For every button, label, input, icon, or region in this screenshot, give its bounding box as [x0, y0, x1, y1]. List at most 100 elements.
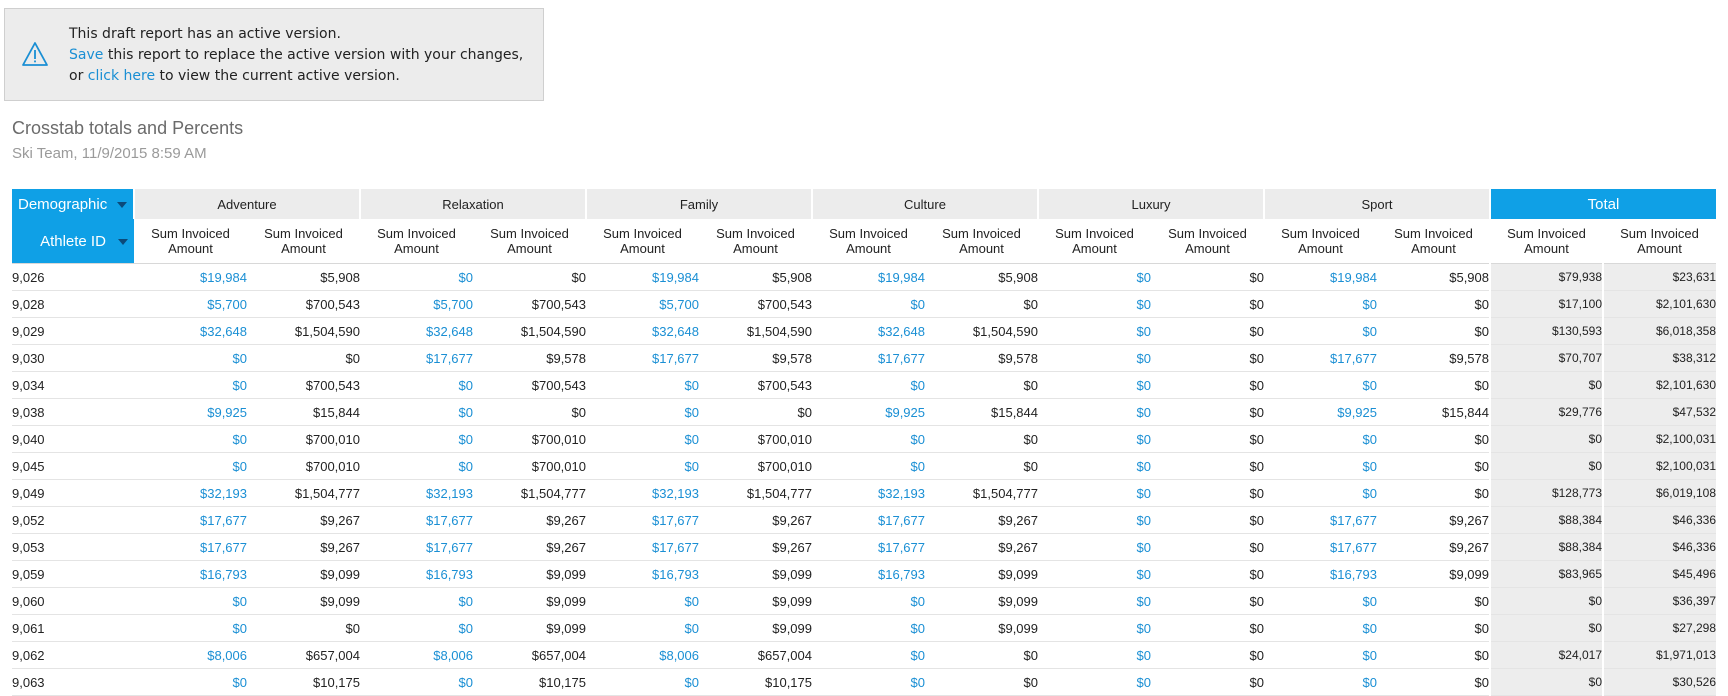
- value-link-cell[interactable]: $0: [1264, 641, 1377, 669]
- value-link-cell[interactable]: $0: [134, 587, 247, 615]
- value-link-cell[interactable]: $0: [1038, 614, 1151, 642]
- value-link-cell[interactable]: $0: [1038, 506, 1151, 534]
- value-link-cell[interactable]: $16,793: [360, 560, 473, 588]
- value-link-cell[interactable]: $17,677: [1264, 506, 1377, 534]
- value-link-cell[interactable]: $0: [1038, 452, 1151, 480]
- value-link-cell[interactable]: $0: [1264, 290, 1377, 318]
- value-link-cell[interactable]: $0: [1038, 560, 1151, 588]
- value-link-cell[interactable]: $0: [360, 371, 473, 399]
- value-link-cell[interactable]: $32,648: [134, 317, 247, 345]
- value-link-cell[interactable]: $0: [812, 425, 925, 453]
- value-link-cell[interactable]: $17,677: [1264, 533, 1377, 561]
- value-link-cell[interactable]: $0: [586, 425, 699, 453]
- value-link-cell[interactable]: $19,984: [812, 263, 925, 291]
- value-link-cell[interactable]: $32,648: [586, 317, 699, 345]
- value-link-cell[interactable]: $0: [1264, 668, 1377, 696]
- athlete-id-dimension-header[interactable]: Athlete ID: [12, 219, 134, 264]
- value-link-cell[interactable]: $17,677: [812, 506, 925, 534]
- value-link-cell[interactable]: $17,677: [360, 506, 473, 534]
- value-link-cell[interactable]: $0: [1038, 263, 1151, 291]
- value-link-cell[interactable]: $32,193: [586, 479, 699, 507]
- value-link-cell[interactable]: $0: [1038, 587, 1151, 615]
- value-link-cell[interactable]: $0: [360, 425, 473, 453]
- value-link-cell[interactable]: $0: [812, 452, 925, 480]
- value-link-cell[interactable]: $0: [586, 398, 699, 426]
- value-link-cell[interactable]: $9,925: [812, 398, 925, 426]
- value-link-cell[interactable]: $0: [1038, 371, 1151, 399]
- value-link-cell[interactable]: $17,677: [134, 533, 247, 561]
- value-link-cell[interactable]: $0: [134, 371, 247, 399]
- value-link-cell[interactable]: $0: [134, 452, 247, 480]
- value-link-cell[interactable]: $9,925: [134, 398, 247, 426]
- save-link[interactable]: Save: [69, 47, 104, 63]
- value-link-cell[interactable]: $0: [1264, 614, 1377, 642]
- value-link-cell[interactable]: $0: [360, 587, 473, 615]
- value-link-cell[interactable]: $0: [1264, 587, 1377, 615]
- value-link-cell[interactable]: $0: [360, 263, 473, 291]
- value-link-cell[interactable]: $0: [812, 668, 925, 696]
- value-link-cell[interactable]: $0: [1038, 317, 1151, 345]
- value-link-cell[interactable]: $5,700: [360, 290, 473, 318]
- value-link-cell[interactable]: $0: [812, 371, 925, 399]
- value-link-cell[interactable]: $32,193: [134, 479, 247, 507]
- value-link-cell[interactable]: $19,984: [134, 263, 247, 291]
- chevron-down-icon[interactable]: [118, 239, 128, 245]
- value-link-cell[interactable]: $0: [1038, 641, 1151, 669]
- value-link-cell[interactable]: $0: [586, 587, 699, 615]
- value-link-cell[interactable]: $0: [1264, 425, 1377, 453]
- value-link-cell[interactable]: $0: [586, 614, 699, 642]
- value-link-cell[interactable]: $32,648: [360, 317, 473, 345]
- value-link-cell[interactable]: $32,648: [812, 317, 925, 345]
- chevron-down-icon[interactable]: [117, 202, 127, 208]
- value-link-cell[interactable]: $0: [1038, 479, 1151, 507]
- value-link-cell[interactable]: $0: [360, 668, 473, 696]
- value-link-cell[interactable]: $0: [360, 452, 473, 480]
- value-link-cell[interactable]: $0: [1038, 668, 1151, 696]
- value-link-cell[interactable]: $16,793: [1264, 560, 1377, 588]
- value-link-cell[interactable]: $32,193: [360, 479, 473, 507]
- value-link-cell[interactable]: $0: [134, 425, 247, 453]
- value-link-cell[interactable]: $8,006: [360, 641, 473, 669]
- value-link-cell[interactable]: $17,677: [360, 533, 473, 561]
- value-link-cell[interactable]: $17,677: [586, 344, 699, 372]
- value-link-cell[interactable]: $0: [360, 614, 473, 642]
- value-link-cell[interactable]: $0: [134, 344, 247, 372]
- value-link-cell[interactable]: $0: [812, 290, 925, 318]
- value-link-cell[interactable]: $0: [1038, 398, 1151, 426]
- value-link-cell[interactable]: $16,793: [134, 560, 247, 588]
- value-link-cell[interactable]: $8,006: [586, 641, 699, 669]
- click-here-link[interactable]: click here: [87, 68, 156, 84]
- value-link-cell[interactable]: $19,984: [1264, 263, 1377, 291]
- value-link-cell[interactable]: $17,677: [586, 506, 699, 534]
- value-link-cell[interactable]: $0: [134, 668, 247, 696]
- demographic-dimension-header[interactable]: Demographic: [12, 189, 135, 219]
- value-link-cell[interactable]: $0: [1038, 344, 1151, 372]
- value-link-cell[interactable]: $5,700: [586, 290, 699, 318]
- value-link-cell[interactable]: $17,677: [586, 533, 699, 561]
- value-link-cell[interactable]: $0: [812, 641, 925, 669]
- value-link-cell[interactable]: $0: [586, 371, 699, 399]
- value-link-cell[interactable]: $16,793: [812, 560, 925, 588]
- value-link-cell[interactable]: $17,677: [360, 344, 473, 372]
- value-link-cell[interactable]: $19,984: [586, 263, 699, 291]
- value-link-cell[interactable]: $17,677: [812, 533, 925, 561]
- value-link-cell[interactable]: $5,700: [134, 290, 247, 318]
- value-link-cell[interactable]: $0: [1264, 452, 1377, 480]
- value-link-cell[interactable]: $17,677: [134, 506, 247, 534]
- value-link-cell[interactable]: $17,677: [812, 344, 925, 372]
- value-link-cell[interactable]: $0: [134, 614, 247, 642]
- value-link-cell[interactable]: $0: [360, 398, 473, 426]
- value-link-cell[interactable]: $0: [1038, 425, 1151, 453]
- value-link-cell[interactable]: $9,925: [1264, 398, 1377, 426]
- value-link-cell[interactable]: $0: [1264, 371, 1377, 399]
- value-link-cell[interactable]: $0: [812, 587, 925, 615]
- value-link-cell[interactable]: $0: [1038, 533, 1151, 561]
- value-link-cell[interactable]: $17,677: [1264, 344, 1377, 372]
- value-link-cell[interactable]: $32,193: [812, 479, 925, 507]
- value-link-cell[interactable]: $0: [1038, 290, 1151, 318]
- value-link-cell[interactable]: $0: [1264, 317, 1377, 345]
- value-link-cell[interactable]: $0: [586, 668, 699, 696]
- value-link-cell[interactable]: $16,793: [586, 560, 699, 588]
- value-link-cell[interactable]: $0: [812, 614, 925, 642]
- value-link-cell[interactable]: $8,006: [134, 641, 247, 669]
